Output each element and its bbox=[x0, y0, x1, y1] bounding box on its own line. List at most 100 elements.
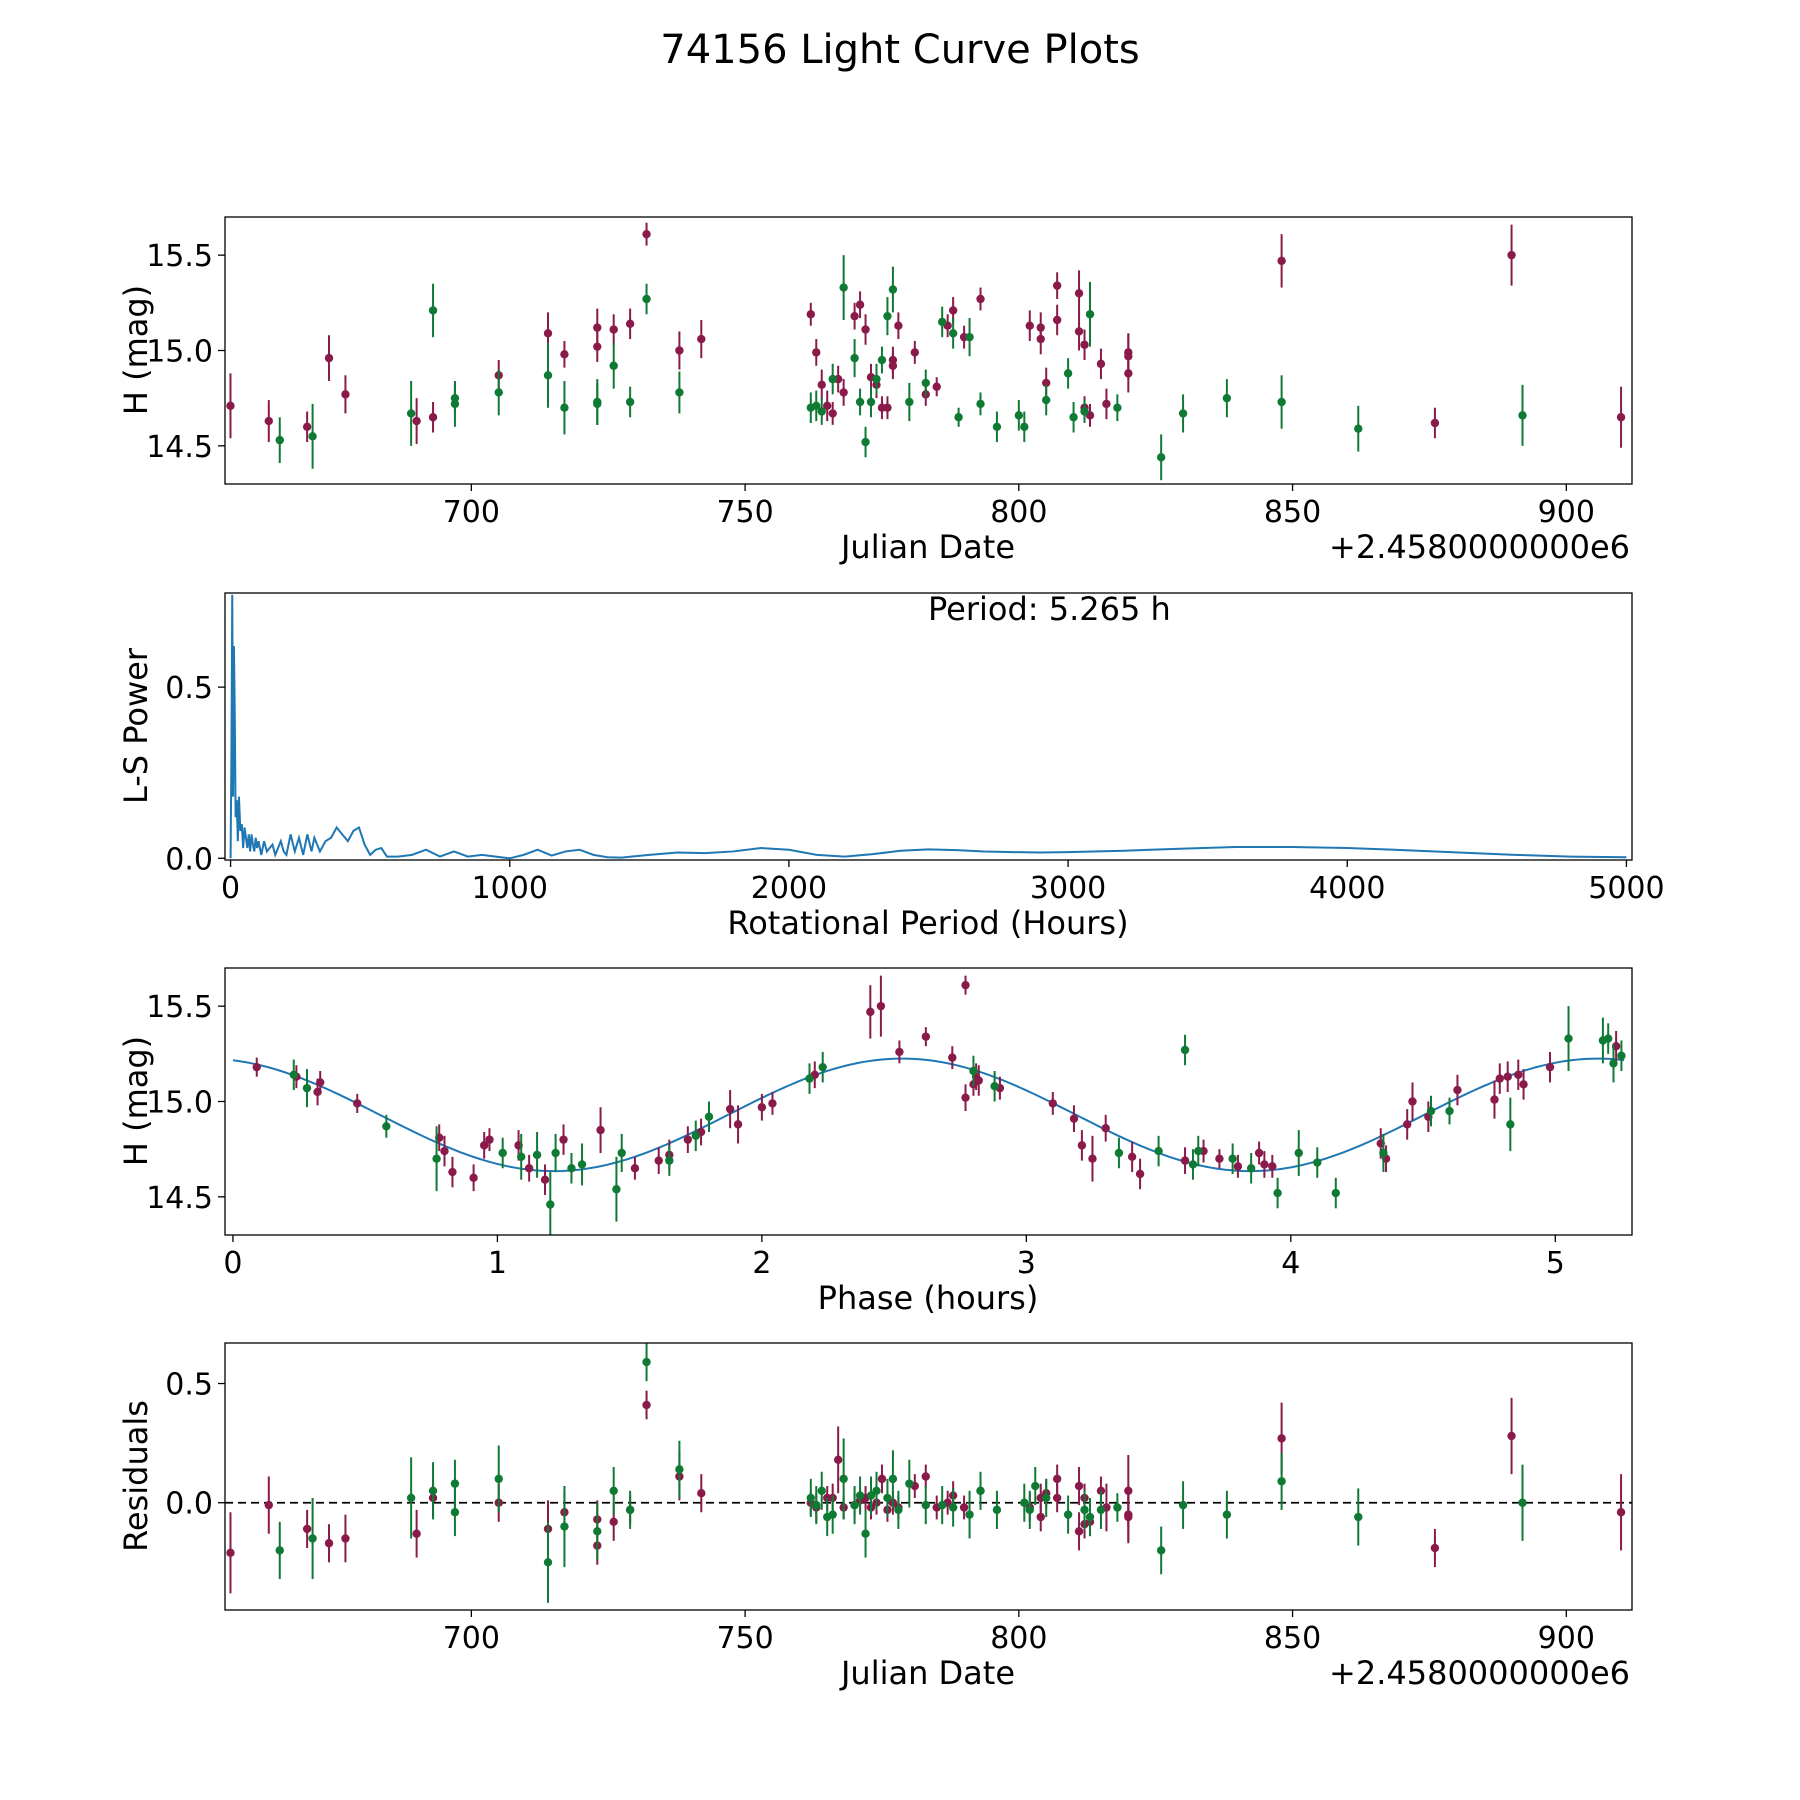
point-marker bbox=[937, 1500, 947, 1510]
data-point-green bbox=[1080, 1490, 1089, 1529]
point-marker bbox=[625, 319, 635, 328]
data-point-green bbox=[1506, 1097, 1515, 1152]
point-marker bbox=[1042, 395, 1051, 405]
point-marker bbox=[1154, 1146, 1163, 1156]
data-point-green bbox=[812, 1486, 821, 1525]
light-curve-ticks: 700 750 800 850 900 14.5 15.0 15.5 bbox=[146, 239, 1595, 530]
data-point-green bbox=[888, 1450, 898, 1508]
data-point-red bbox=[593, 331, 602, 362]
data-point-red bbox=[888, 346, 898, 374]
point-marker bbox=[1074, 289, 1084, 298]
point-marker bbox=[1445, 1106, 1454, 1116]
data-point-green bbox=[954, 407, 963, 427]
point-marker bbox=[642, 229, 651, 239]
point-marker bbox=[1156, 1546, 1166, 1555]
x-tick-label: 750 bbox=[716, 1621, 773, 1656]
point-marker bbox=[543, 1558, 553, 1567]
point-marker bbox=[1514, 1070, 1523, 1080]
point-marker bbox=[1616, 413, 1626, 422]
y-tick-label: 15.0 bbox=[146, 335, 213, 370]
point-marker bbox=[1124, 369, 1133, 378]
data-point-red bbox=[625, 308, 635, 340]
data-point-red bbox=[1519, 1069, 1528, 1100]
x-tick-label: 850 bbox=[1264, 1621, 1321, 1656]
data-point-red bbox=[264, 1476, 273, 1534]
x-tick-label: 850 bbox=[1264, 495, 1321, 530]
point-marker bbox=[1331, 1188, 1340, 1198]
data-point-green bbox=[818, 1051, 827, 1083]
point-marker bbox=[888, 1474, 898, 1484]
data-point-green bbox=[861, 1509, 870, 1558]
point-marker bbox=[609, 1517, 618, 1526]
data-point-green bbox=[289, 1059, 298, 1091]
point-marker bbox=[1609, 1059, 1618, 1068]
x-tick-label: 3000 bbox=[1030, 871, 1106, 906]
data-point-red bbox=[817, 369, 826, 401]
data-point-green bbox=[382, 1114, 391, 1138]
data-point-green bbox=[1194, 1135, 1203, 1167]
point-marker bbox=[1507, 250, 1516, 260]
data-point-green bbox=[1085, 1497, 1095, 1537]
data-point-green bbox=[1020, 1483, 1029, 1522]
y-tick-label: 0.0 bbox=[165, 1487, 213, 1522]
data-point-red bbox=[264, 400, 273, 443]
point-marker bbox=[855, 397, 865, 407]
data-point-green bbox=[866, 1476, 876, 1515]
data-point-red bbox=[1135, 1158, 1145, 1190]
point-marker bbox=[642, 294, 651, 304]
data-point-green bbox=[625, 386, 635, 418]
point-marker bbox=[1519, 1080, 1528, 1089]
point-marker bbox=[324, 353, 334, 363]
data-point-red bbox=[1074, 1512, 1084, 1551]
point-marker bbox=[654, 1156, 663, 1165]
point-marker bbox=[226, 1548, 235, 1557]
data-point-green bbox=[888, 266, 898, 313]
point-marker bbox=[937, 317, 947, 327]
point-marker bbox=[1048, 1099, 1058, 1108]
point-marker bbox=[866, 397, 876, 407]
data-point-red bbox=[1088, 1135, 1097, 1182]
data-point-green bbox=[855, 1476, 865, 1515]
data-point-green bbox=[1178, 1481, 1188, 1529]
data-point-green bbox=[948, 318, 958, 349]
point-marker bbox=[567, 1164, 576, 1173]
data-point-green bbox=[883, 297, 892, 336]
data-point-green bbox=[609, 1466, 618, 1515]
data-point-red bbox=[959, 1495, 969, 1520]
phase-points bbox=[232, 975, 1626, 1235]
point-marker bbox=[264, 416, 273, 426]
point-marker bbox=[1042, 378, 1051, 388]
point-marker bbox=[866, 1007, 875, 1017]
point-marker bbox=[1036, 334, 1045, 344]
point-marker bbox=[1135, 1169, 1145, 1179]
data-point-green bbox=[883, 1478, 892, 1518]
data-point-red bbox=[1036, 323, 1045, 355]
point-marker bbox=[1074, 1481, 1084, 1491]
point-marker bbox=[948, 1053, 957, 1062]
point-marker bbox=[551, 1148, 560, 1158]
data-point-green bbox=[1156, 434, 1166, 481]
point-marker bbox=[1277, 397, 1286, 407]
data-point-green bbox=[1178, 394, 1188, 433]
point-marker bbox=[540, 1175, 550, 1184]
point-marker bbox=[823, 401, 832, 411]
data-point-red bbox=[341, 1514, 350, 1563]
data-point-red bbox=[1074, 1466, 1084, 1506]
point-marker bbox=[1025, 1505, 1034, 1515]
data-point-red bbox=[596, 1107, 605, 1153]
data-point-red bbox=[1430, 407, 1440, 439]
point-marker bbox=[1025, 321, 1034, 330]
point-marker bbox=[341, 1534, 350, 1543]
point-marker bbox=[1077, 1141, 1087, 1150]
data-point-red bbox=[757, 1093, 767, 1121]
point-marker bbox=[976, 294, 985, 304]
point-marker bbox=[428, 306, 438, 315]
point-marker bbox=[450, 1479, 460, 1488]
point-marker bbox=[593, 342, 602, 351]
point-marker bbox=[675, 388, 684, 397]
data-point-green bbox=[1609, 1044, 1618, 1083]
data-point-red bbox=[324, 335, 334, 382]
point-marker bbox=[1518, 411, 1527, 420]
point-marker bbox=[440, 1146, 449, 1156]
